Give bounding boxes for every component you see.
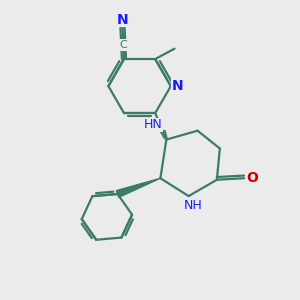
Text: O: O bbox=[247, 171, 259, 185]
Text: C: C bbox=[119, 40, 127, 50]
Polygon shape bbox=[116, 178, 160, 197]
Text: N: N bbox=[117, 13, 128, 26]
Text: HN: HN bbox=[144, 118, 163, 131]
Text: N: N bbox=[172, 79, 183, 93]
Text: NH: NH bbox=[184, 199, 202, 212]
